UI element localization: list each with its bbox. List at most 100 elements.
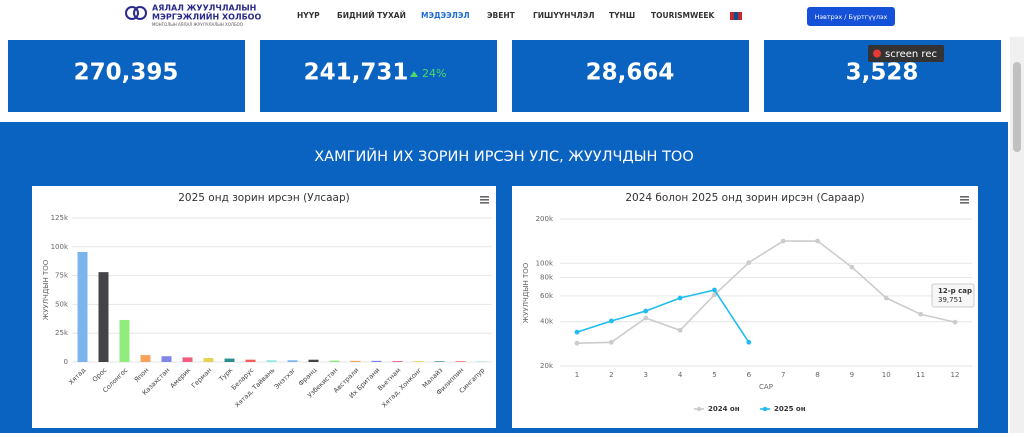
stat-card — [512, 40, 749, 112]
point[interactable] — [643, 308, 649, 314]
bar — [77, 251, 88, 362]
login-button-label: Нэвтрэх / Бүртгүүлэх — [815, 13, 888, 21]
x-tick-label: 8 — [815, 371, 819, 379]
point[interactable] — [712, 287, 717, 293]
y-tick-label: 100k — [51, 243, 69, 251]
logo-tagline: МОНГОЛЫН АЯЛАЛ ЖУУЛЧЛАЛЫН ХОЛБОО — [152, 22, 243, 27]
y-tick-label: 100k — [536, 259, 554, 267]
login-button[interactable] — [807, 7, 895, 26]
bar — [329, 360, 340, 362]
y-tick-label: 75k — [55, 272, 69, 280]
point[interactable] — [883, 295, 889, 301]
bar — [413, 361, 424, 362]
stat-change: 24% — [422, 67, 446, 80]
nav-item[interactable]: БИДНИЙ ТУХАЙ — [337, 11, 406, 20]
y-tick-label: 50k — [55, 300, 69, 308]
x-tick-label: 1 — [575, 371, 579, 379]
point[interactable] — [746, 339, 752, 345]
point[interactable] — [677, 295, 683, 301]
chart-panel — [512, 186, 978, 428]
y-tick-label: 0 — [64, 358, 68, 366]
menu-icon[interactable] — [960, 196, 969, 204]
x-tick-label: 12 — [951, 371, 960, 379]
nav-item[interactable]: TOURISMWEEK — [651, 11, 716, 20]
bar — [287, 360, 298, 362]
point[interactable] — [608, 318, 614, 324]
line — [576, 289, 750, 343]
menu-icon[interactable] — [480, 196, 489, 204]
watermark-icon — [873, 49, 881, 58]
y-tick-label: 40k — [540, 318, 554, 326]
bar — [455, 361, 466, 362]
legend-swatch — [696, 406, 702, 412]
bar — [371, 360, 382, 362]
x-tick-label: 5 — [712, 371, 716, 379]
bar — [350, 360, 361, 362]
point[interactable] — [815, 238, 820, 244]
chart-panel — [32, 186, 496, 428]
tooltip — [931, 283, 975, 308]
point[interactable] — [712, 292, 717, 298]
stat-value: 241,731 — [304, 60, 409, 86]
watermark: screen rec — [885, 49, 937, 60]
stat-value: 3,528 — [846, 60, 919, 86]
point[interactable] — [608, 339, 614, 345]
y-tick-label: 200k — [536, 215, 554, 223]
legend-label[interactable]: 2025 он — [774, 405, 806, 413]
logo-title: АЯЛАЛ ЖУУЛЧЛАЛЫН — [152, 4, 256, 13]
logo-icon — [125, 6, 139, 20]
nav-item[interactable]: ЭВЕНТ — [487, 11, 516, 20]
point[interactable] — [574, 329, 580, 335]
y-tick-label: 125k — [51, 214, 69, 222]
bar — [434, 361, 445, 362]
y-tick-label: 60k — [540, 292, 554, 300]
x-tick-label: 2 — [609, 371, 613, 379]
x-tick-label: 11 — [916, 371, 925, 379]
bar — [161, 356, 172, 362]
logo[interactable]: АЯЛАЛ ЖУУЛЧЛАЛЫН МЭРГЭЖЛИЙН ХОЛБОО МОНГО… — [125, 4, 261, 28]
tooltip-value: 39,751 — [938, 296, 963, 304]
bar — [308, 359, 319, 362]
y-tick-label: 20k — [540, 362, 554, 370]
point[interactable] — [780, 238, 786, 244]
x-tick-label: 4 — [678, 371, 683, 379]
chart-title: 2025 онд зорин ирсэн (Улсаар) — [178, 192, 349, 204]
bar — [119, 319, 130, 362]
point[interactable] — [952, 319, 958, 325]
y-axis-title: ЖУУЛЧДЫН ТОО — [42, 259, 50, 320]
nav-menu: НҮҮР БИДНИЙ ТУХАЙ МЭДЭЭЛЭЛ ЭВЕНТ ГИШҮҮНЧЛЭЛ Т… — [297, 11, 716, 20]
y-tick-label: 80k — [540, 273, 554, 281]
x-tick-label: 6 — [747, 371, 752, 379]
nav-item[interactable]: МЭДЭЭЛЭЛ — [421, 11, 470, 20]
x-axis-title: САР — [759, 383, 773, 391]
y-tick-label: 25k — [55, 329, 69, 337]
bar — [245, 359, 256, 362]
line — [576, 240, 956, 344]
point[interactable] — [574, 340, 580, 346]
stat-card — [260, 40, 497, 112]
trend-up-icon — [410, 71, 418, 77]
point[interactable] — [918, 311, 924, 317]
x-tick-label: 7 — [781, 371, 785, 379]
nav-item[interactable]: ТҮНШ — [609, 11, 635, 20]
x-tick-label: 9 — [850, 371, 854, 379]
tooltip-title: 12-р сар — [938, 287, 972, 295]
legend-label[interactable]: 2024 он — [708, 405, 740, 413]
bar — [98, 272, 109, 362]
bar — [203, 357, 214, 362]
scrollbar-thumb[interactable] — [1013, 62, 1021, 152]
logo-title: МЭРГЭЖЛИЙН ХОЛБОО — [152, 11, 261, 22]
point[interactable] — [677, 327, 683, 333]
nav-item[interactable]: НҮҮР — [297, 11, 320, 20]
x-tick-label: 10 — [882, 371, 891, 379]
stat-value: 28,664 — [586, 60, 675, 86]
point[interactable] — [849, 264, 855, 270]
nav-item[interactable]: ГИШҮҮНЧЛЭЛ — [533, 11, 594, 20]
bar — [392, 361, 403, 362]
point[interactable] — [746, 260, 752, 266]
point[interactable] — [643, 315, 649, 321]
legend-swatch — [762, 406, 768, 412]
